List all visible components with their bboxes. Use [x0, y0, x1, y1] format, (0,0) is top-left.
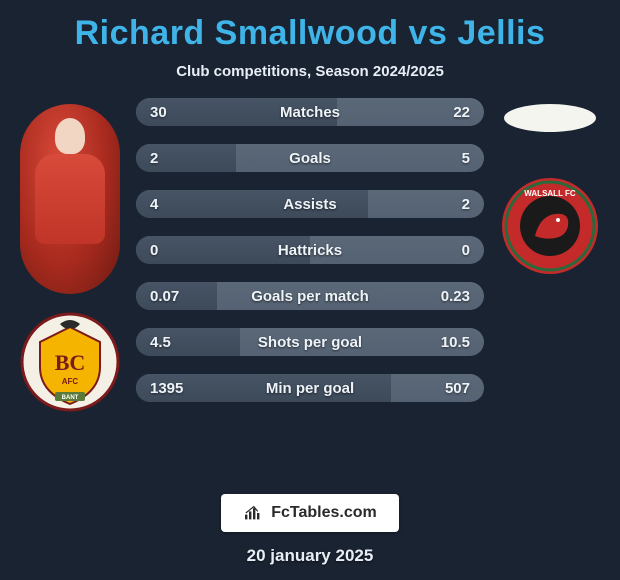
stat-right-value: 0 [462, 242, 470, 259]
stat-right-value: 10.5 [441, 334, 470, 351]
stat-label: Goals per match [251, 288, 369, 305]
comparison-card: Richard Smallwood vs Jellis Club competi… [0, 0, 620, 580]
stat-left-value: 0.07 [150, 288, 179, 305]
left-column: BC AFC BANT [10, 98, 130, 486]
chart-icon [243, 505, 263, 521]
stat-label: Shots per goal [258, 334, 362, 351]
fctables-label: FcTables.com [271, 504, 377, 522]
stats-column: 30Matches222Goals54Assists20Hattricks00.… [130, 98, 490, 486]
date: 20 january 2025 [247, 546, 374, 566]
stat-bar: 2 Goals 5 [136, 144, 484, 172]
stat-right-value: 5 [462, 150, 470, 167]
subtitle: Club competitions, Season 2024/2025 [176, 63, 444, 80]
stat-left-value: 30 [150, 104, 167, 121]
stat-label: Min per goal [266, 380, 354, 397]
right-player-placeholder [504, 104, 596, 132]
stat-bar: 4 Assists 2 [136, 190, 484, 218]
stat-left-value: 2 [150, 150, 158, 167]
footer: FcTables.com 20 january 2025 [221, 494, 399, 580]
stat-bar: 30 Matches 22 [136, 98, 484, 126]
svg-text:AFC: AFC [62, 377, 79, 386]
left-player-photo [20, 104, 120, 294]
left-club-badge: BC AFC BANT [20, 312, 120, 412]
stat-bar: 1395 Min per goal 507 [136, 374, 484, 402]
stat-bar: 4.5 Shots per goal 10.5 [136, 328, 484, 356]
stat-right-value: 507 [445, 380, 470, 397]
right-club-badge: WALSALL FC [500, 176, 600, 276]
stat-left-value: 4.5 [150, 334, 171, 351]
page-title: Richard Smallwood vs Jellis [75, 14, 546, 53]
svg-text:BANT: BANT [62, 395, 79, 401]
stat-label: Hattricks [278, 242, 342, 259]
main-row: BC AFC BANT 30Matches222Goals54Assists20… [0, 98, 620, 486]
stat-left-value: 0 [150, 242, 158, 259]
stat-left-value: 1395 [150, 380, 183, 397]
stat-right-value: 0.23 [441, 288, 470, 305]
stat-left-value: 4 [150, 196, 158, 213]
stat-right-value: 2 [462, 196, 470, 213]
right-column: WALSALL FC [490, 98, 610, 486]
stat-right-value: 22 [453, 104, 470, 121]
svg-text:BC: BC [55, 350, 86, 375]
fctables-link[interactable]: FcTables.com [221, 494, 399, 532]
stat-bar: 0 Hattricks 0 [136, 236, 484, 264]
stat-label: Assists [283, 196, 336, 213]
svg-text:WALSALL FC: WALSALL FC [524, 189, 576, 198]
stat-bar: 0.07 Goals per match 0.23 [136, 282, 484, 310]
stat-label: Matches [280, 104, 340, 121]
stat-label: Goals [289, 150, 331, 167]
